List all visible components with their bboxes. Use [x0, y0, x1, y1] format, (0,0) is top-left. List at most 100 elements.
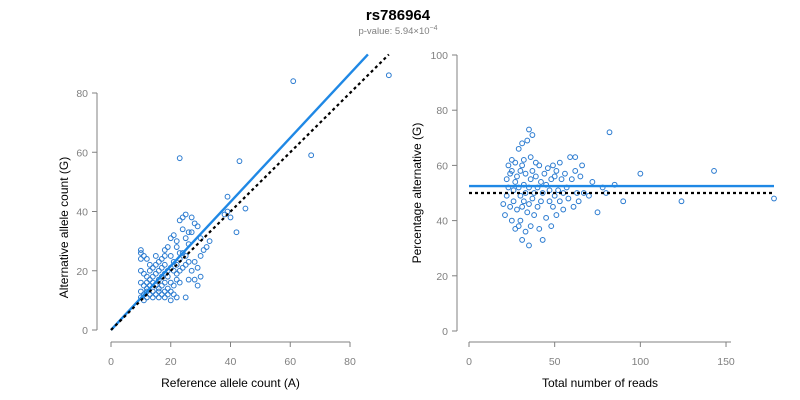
data-point: [143, 279, 150, 286]
y-tick-label: 40: [76, 207, 88, 219]
data-point: [143, 256, 150, 262]
data-point: [146, 267, 153, 274]
data-point: [197, 273, 204, 280]
data-point: [572, 168, 579, 174]
data-point: [158, 256, 165, 262]
data-point: [167, 253, 174, 259]
data-point: [149, 294, 156, 301]
data-point: [182, 294, 189, 301]
data-point: [517, 168, 524, 174]
data-point: [155, 288, 162, 295]
y-tick-label: 0: [82, 325, 88, 337]
data-point: [536, 162, 543, 169]
data-point: [158, 291, 165, 298]
data-point: [520, 156, 527, 163]
data-point: [194, 223, 201, 230]
data-point: [185, 229, 192, 236]
data-point: [579, 162, 585, 169]
data-point: [173, 276, 180, 283]
data-point: [553, 212, 560, 218]
data-point: [539, 190, 546, 196]
data-point: [570, 203, 577, 210]
data-point: [546, 198, 553, 205]
y-tick-label: 80: [76, 88, 88, 100]
data-point: [508, 217, 515, 224]
data-point: [179, 226, 186, 233]
data-point: [164, 291, 171, 298]
data-point: [176, 267, 183, 274]
data-point: [155, 294, 162, 301]
data-point: [233, 229, 240, 236]
data-point: [514, 173, 520, 180]
data-point: [227, 214, 234, 221]
data-point: [519, 237, 526, 243]
data-point: [140, 282, 147, 289]
data-point: [137, 279, 144, 286]
data-point: [529, 168, 536, 174]
data-point: [161, 294, 168, 301]
data-point: [158, 264, 165, 271]
data-point: [586, 192, 592, 199]
data-point: [514, 206, 520, 213]
data-point: [179, 214, 186, 221]
data-point: [562, 170, 568, 177]
data-point: [161, 253, 168, 259]
data-point: [149, 273, 156, 280]
data-point: [517, 192, 524, 199]
data-point: [526, 242, 532, 249]
data-point: [137, 288, 144, 295]
data-point: [771, 195, 777, 202]
p-value-text: p-value: 5.94×10: [358, 26, 429, 37]
data-point: [538, 198, 544, 205]
data-point: [164, 285, 171, 292]
data-point: [143, 273, 150, 280]
data-point: [532, 173, 539, 180]
data-point: [182, 211, 189, 218]
data-point: [200, 247, 207, 253]
x-tick-label: 0: [466, 356, 472, 368]
data-point: [146, 291, 153, 298]
data-point: [508, 156, 515, 163]
data-point: [568, 176, 575, 183]
data-point: [140, 253, 147, 259]
data-point: [194, 264, 201, 271]
data-point: [556, 198, 563, 205]
data-point: [176, 279, 183, 286]
data-point: [385, 72, 392, 79]
data-point: [170, 291, 177, 298]
data-point: [527, 223, 534, 230]
data-point: [152, 270, 159, 277]
data-point: [577, 173, 584, 180]
y-tick-label: 100: [430, 50, 448, 62]
y-tick-label: 20: [436, 271, 448, 283]
x-tick-label: 80: [344, 356, 356, 368]
data-point: [152, 261, 159, 268]
data-point: [524, 137, 531, 144]
data-point: [155, 285, 162, 292]
data-point: [140, 270, 147, 277]
data-point: [529, 195, 536, 202]
data-point: [512, 225, 519, 232]
data-point: [137, 267, 144, 274]
data-point: [167, 297, 174, 304]
x-tick-label: 0: [108, 356, 114, 368]
data-point: [524, 209, 531, 216]
data-point: [182, 235, 189, 242]
data-point: [173, 270, 180, 277]
data-point: [519, 162, 526, 169]
data-point: [137, 247, 144, 253]
data-point: [520, 198, 527, 205]
x-tick-label: 150: [717, 356, 735, 368]
data-point: [503, 176, 510, 183]
data-point: [512, 159, 519, 166]
data-point: [164, 244, 171, 250]
data-point: [505, 162, 512, 169]
data-point: [560, 206, 567, 213]
data-point: [539, 237, 546, 243]
y-tick-label: 40: [436, 216, 448, 228]
data-point: [565, 195, 572, 202]
data-point: [580, 190, 587, 196]
data-point: [137, 250, 144, 256]
data-point: [161, 279, 168, 286]
